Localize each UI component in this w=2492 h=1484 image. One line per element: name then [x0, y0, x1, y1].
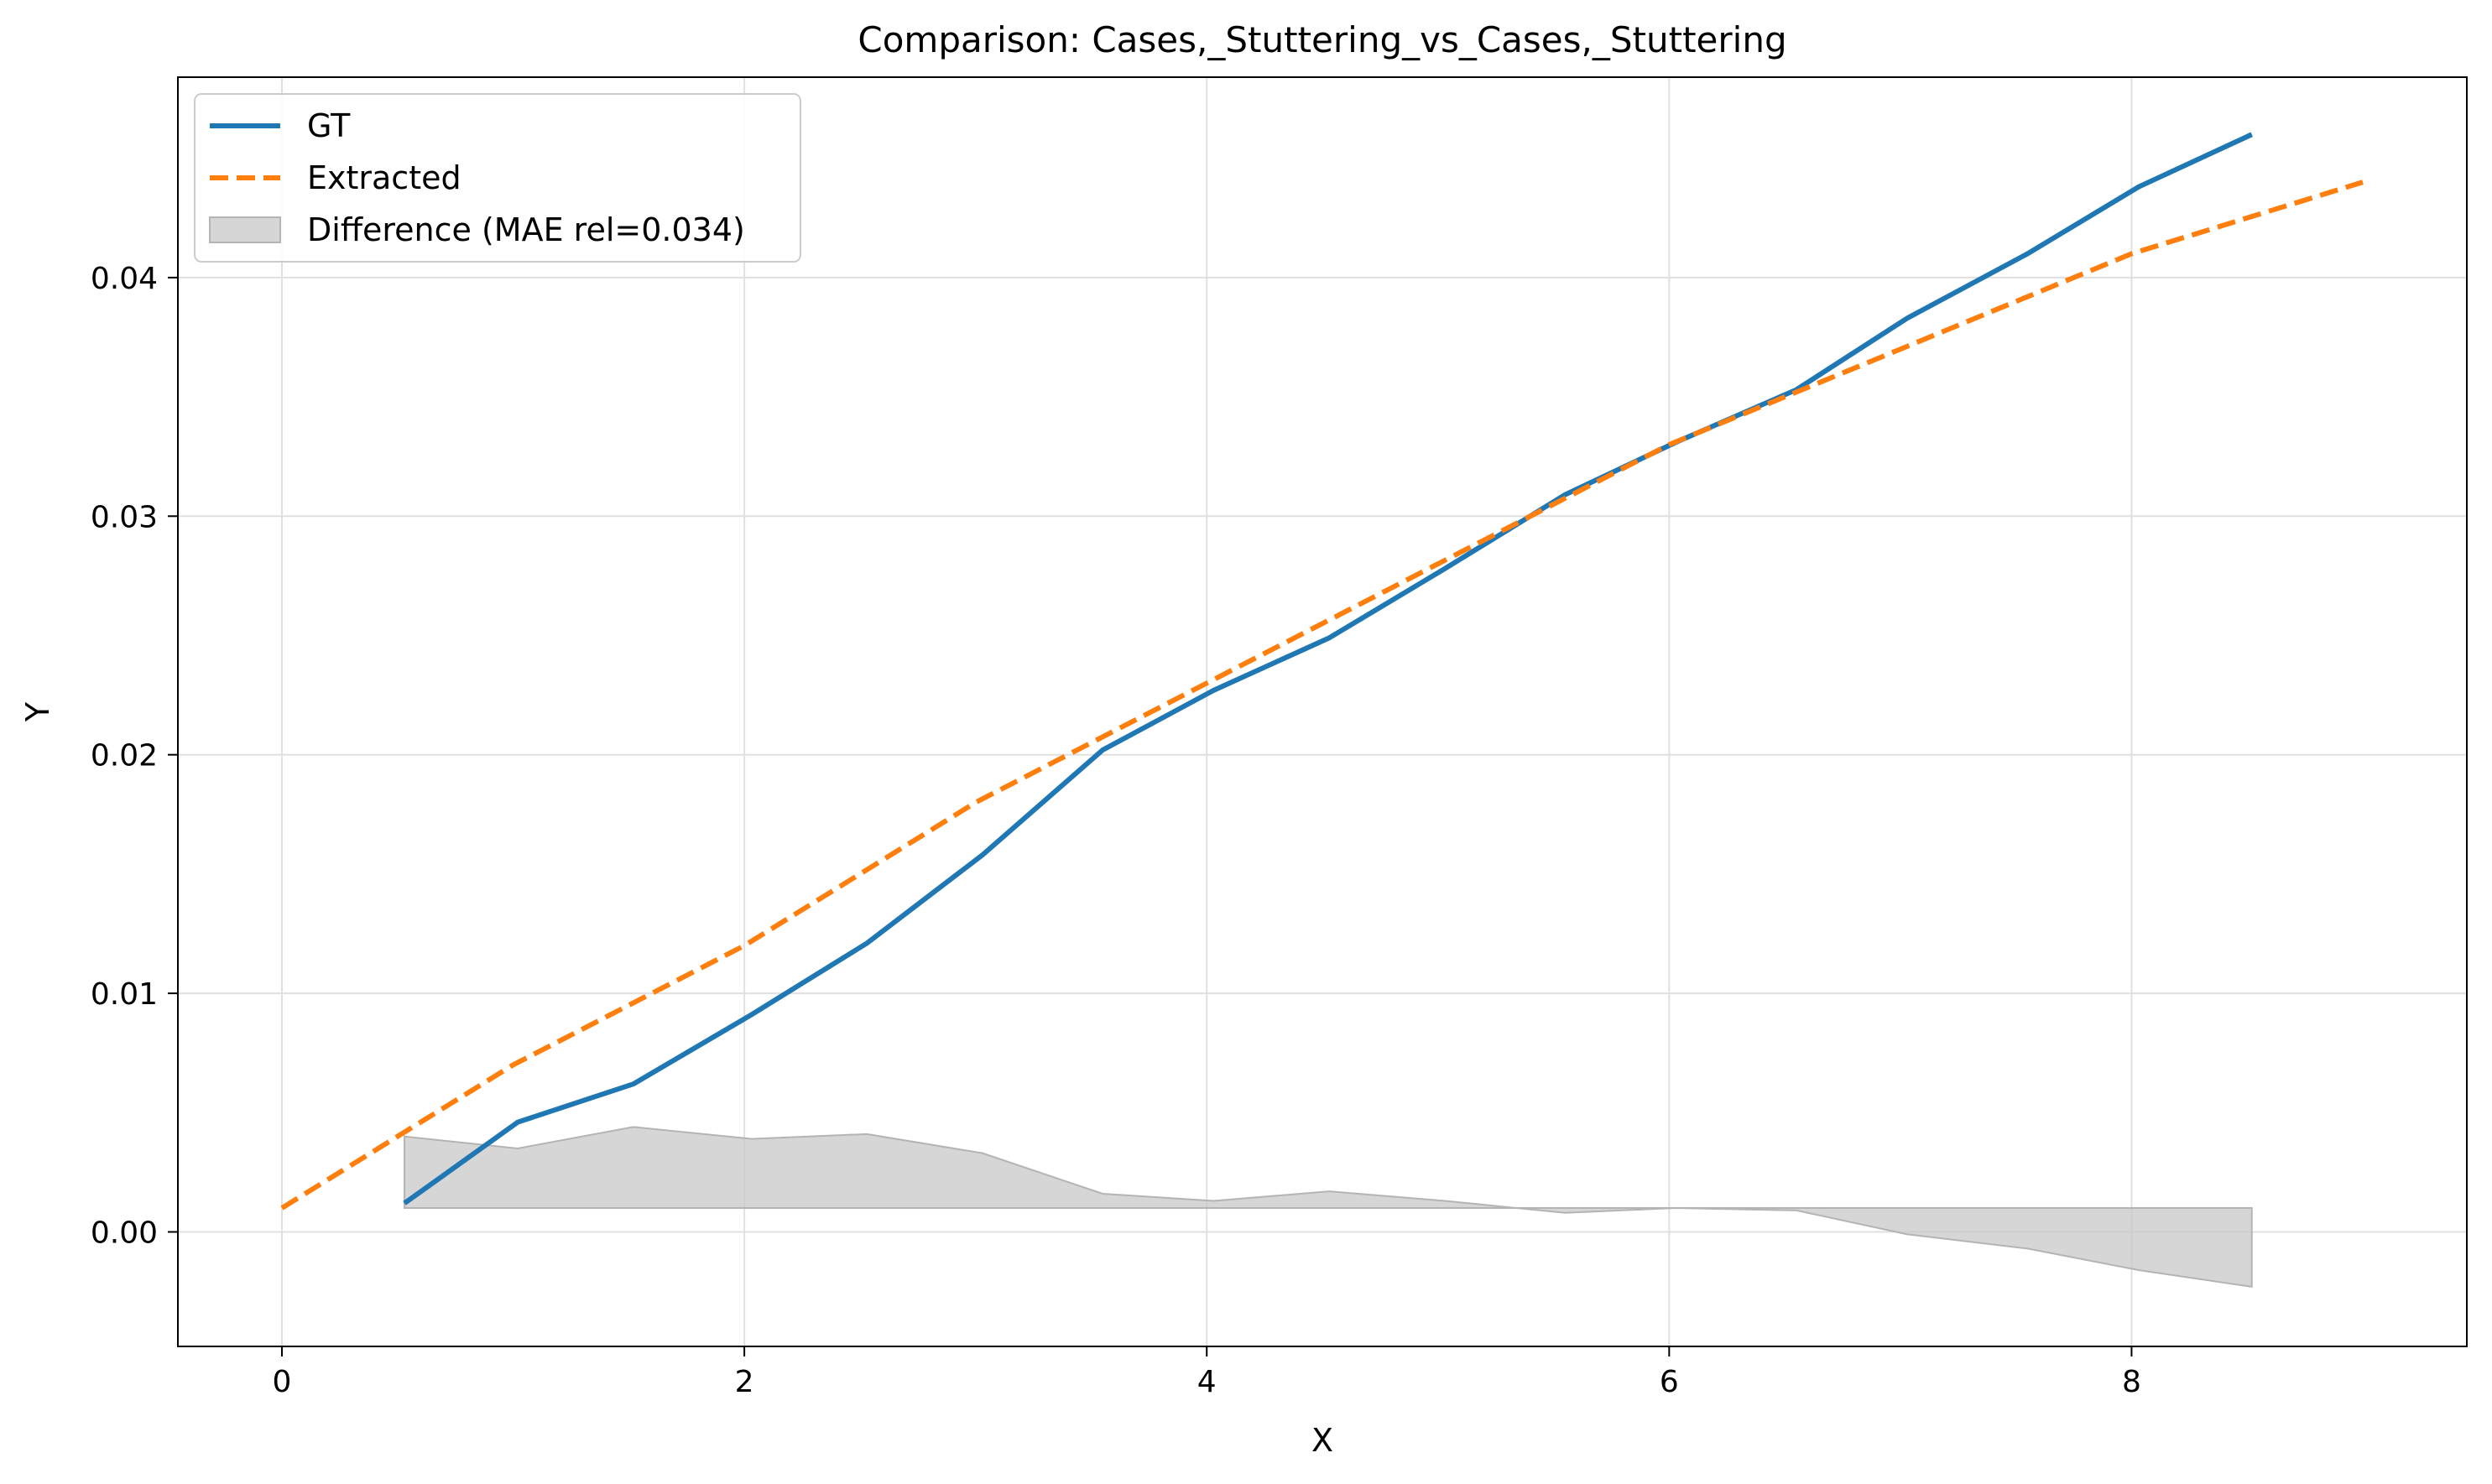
y-tick-label: 0.01 — [91, 977, 158, 1012]
x-tick-label: 0 — [273, 1365, 292, 1399]
x-tick-label: 8 — [2122, 1365, 2141, 1399]
legend-label-extracted: Extracted — [307, 159, 461, 196]
y-tick-label: 0.02 — [91, 739, 158, 773]
chart-title: Comparison: Cases,_Stuttering_vs_Cases,_… — [858, 19, 1786, 60]
legend-box — [194, 93, 801, 263]
series-lines — [280, 132, 2364, 1211]
x-axis-label: X — [1311, 1422, 1333, 1459]
legend-label-difference: Difference (MAE rel=0.034) — [307, 211, 745, 248]
y-tick-label: 0.03 — [91, 500, 158, 534]
y-tick-label: 0.00 — [91, 1216, 158, 1250]
legend-swatch-difference — [209, 216, 281, 243]
legend-label-gt: GT — [307, 107, 351, 144]
x-tick-label: 6 — [1660, 1365, 1679, 1399]
series-line-extracted — [280, 180, 2364, 1211]
difference-area — [404, 1126, 2253, 1289]
y-tick-label: 0.04 — [91, 262, 158, 296]
difference-fill — [404, 1126, 2253, 1289]
legend: GT Extracted Difference (MAE rel=0.034) — [194, 93, 801, 263]
grid-lines — [178, 77, 2467, 1346]
x-tick-label: 4 — [1197, 1365, 1217, 1399]
x-tick-label: 2 — [735, 1365, 754, 1399]
plot-frame — [177, 76, 2468, 1347]
y-axis-label: Y — [19, 701, 56, 722]
axis-ticks: 0 2 4 6 8 0.00 0.01 0.02 0.03 0.04 — [91, 262, 2141, 1399]
series-line-gt — [403, 132, 2253, 1205]
